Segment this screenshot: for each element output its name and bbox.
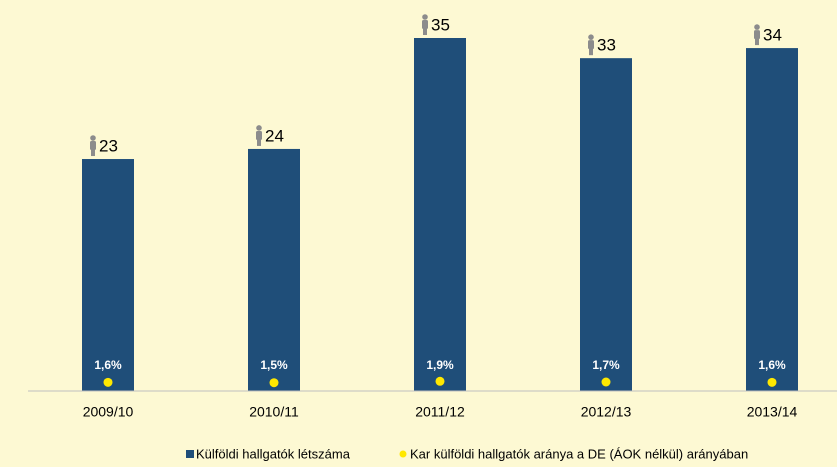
x-tick-label: 2012/13	[581, 404, 632, 420]
ratio-dot	[269, 378, 279, 388]
bar	[746, 48, 798, 391]
value-label: 33	[597, 36, 616, 55]
x-tick-label: 2013/14	[747, 404, 798, 420]
person-icon	[90, 135, 96, 141]
person-icon	[91, 149, 95, 157]
value-label: 23	[99, 137, 118, 156]
ratio-label: 1,6%	[758, 358, 786, 372]
bar	[580, 58, 632, 392]
value-label: 24	[265, 126, 284, 145]
ratio-label: 1,9%	[426, 358, 454, 372]
bar	[82, 159, 134, 391]
person-icon	[589, 48, 593, 56]
bar	[248, 148, 300, 391]
legend-swatch	[186, 450, 194, 458]
ratio-dot	[767, 377, 777, 387]
person-icon	[423, 28, 427, 35]
x-tick-label: 2011/12	[415, 404, 465, 420]
person-icon	[755, 38, 759, 46]
person-icon	[754, 24, 760, 30]
person-icon	[256, 130, 262, 140]
value-label: 35	[431, 15, 450, 34]
person-icon	[256, 125, 262, 131]
person-icon	[754, 30, 760, 40]
ratio-dot	[601, 377, 611, 387]
person-icon	[422, 14, 428, 20]
ratio-label: 1,7%	[592, 358, 620, 372]
person-icon	[422, 20, 428, 29]
bar	[414, 38, 466, 391]
ratio-label: 1,6%	[94, 358, 122, 372]
legend-label: Külföldi hallgatók létszáma	[196, 446, 351, 461]
legend-swatch	[399, 450, 407, 458]
x-tick-label: 2010/11	[249, 404, 299, 420]
person-icon	[588, 40, 594, 50]
x-tick-label: 2009/10	[83, 404, 134, 420]
ratio-dot	[103, 377, 113, 387]
person-icon	[257, 138, 261, 146]
ratio-label: 1,5%	[260, 358, 288, 372]
person-icon	[588, 34, 594, 40]
value-label: 34	[763, 26, 782, 45]
ratio-dot	[435, 376, 445, 386]
legend-label: Kar külföldi hallgatók aránya a DE (ÁOK …	[410, 446, 748, 461]
person-icon	[90, 141, 96, 151]
